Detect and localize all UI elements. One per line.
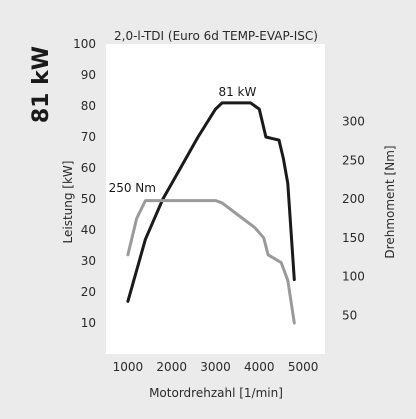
x-tick-label: 3000 — [200, 360, 231, 374]
y-tick-label-left: 60 — [81, 161, 96, 175]
annotation-layer: 81 kW 250 Nm — [109, 85, 257, 195]
x-tick-label: 2000 — [156, 360, 187, 374]
y-tick-label-left: 40 — [81, 223, 96, 237]
y-tick-label-left: 50 — [81, 192, 96, 206]
series-layer — [126, 101, 296, 325]
power-headline: 81 kW — [29, 46, 54, 123]
chart-title: 2,0-l-TDI (Euro 6d TEMP-EVAP-ISC) — [114, 29, 318, 43]
ticks-layer: 1000 2000 3000 4000 5000 10 20 30 40 50 60 70 80 90 10… — [73, 37, 365, 374]
y-tick-label-right: 300 — [342, 115, 365, 129]
y-tick-label-right: 200 — [342, 192, 365, 206]
power-peak-label: 81 kW — [218, 85, 256, 99]
y-tick-label-left: 80 — [81, 99, 96, 113]
y-tick-label-left: 70 — [81, 130, 96, 144]
y-tick-label-right: 100 — [342, 270, 365, 284]
x-tick-label: 4000 — [244, 360, 275, 374]
x-tick-label: 1000 — [113, 360, 144, 374]
y-tick-label-left: 20 — [81, 285, 96, 299]
y-tick-label-left: 30 — [81, 254, 96, 268]
x-tick-label: 5000 — [288, 360, 319, 374]
y-tick-label-right: 50 — [342, 308, 357, 322]
y-tick-label-left: 100 — [73, 37, 96, 51]
torque-peak-label: 250 Nm — [109, 181, 156, 195]
x-axis-title: Motordrehzahl [1/min] — [149, 386, 283, 400]
y-tick-label-right: 150 — [342, 231, 365, 245]
y-tick-label-right: 250 — [342, 153, 365, 167]
power-curve — [126, 101, 296, 303]
y-tick-label-left: 90 — [81, 68, 96, 82]
y-axis-right-title: Drehmoment [Nm] — [383, 145, 397, 258]
y-axis-left-title: Leistung [kW] — [61, 161, 75, 244]
torque-curve — [126, 199, 296, 325]
y-tick-label-left: 10 — [81, 316, 96, 330]
